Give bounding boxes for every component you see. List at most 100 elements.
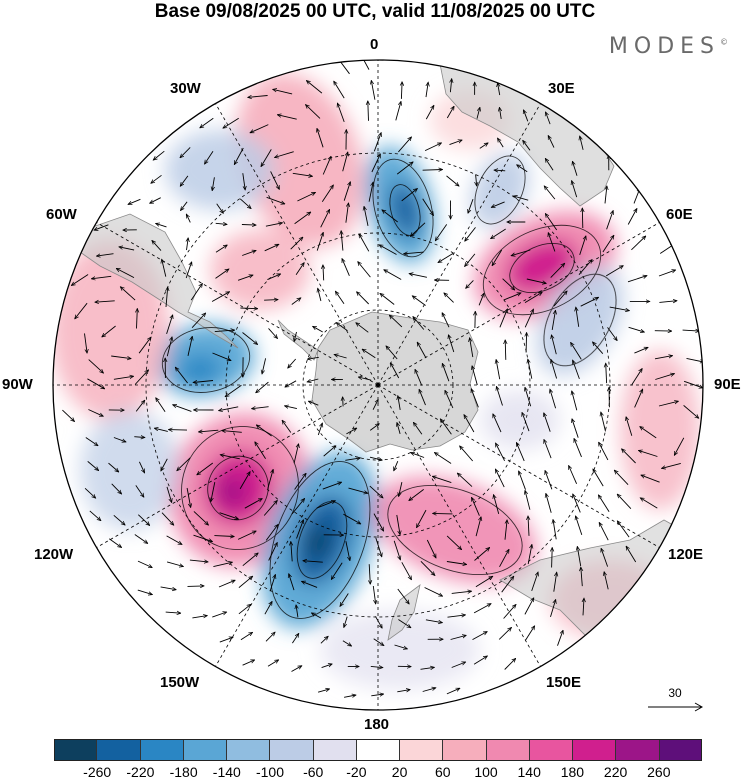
wind-arrow	[166, 337, 172, 357]
wind-arrow	[313, 326, 323, 333]
wind-arrow	[285, 380, 297, 387]
wind-arrow	[550, 389, 557, 409]
wind-arrow	[345, 541, 350, 561]
wind-arrow	[553, 291, 567, 307]
wind-arrow	[498, 138, 504, 148]
wind-arrow	[420, 560, 435, 575]
wind-arrow	[551, 310, 555, 330]
wind-arrow	[162, 259, 167, 277]
wind-arrow	[225, 384, 242, 397]
wind-arrow	[502, 278, 515, 290]
wind-arrow	[173, 405, 192, 412]
wind-arrow	[527, 544, 532, 565]
wind-arrow	[291, 542, 292, 562]
wind-arrow	[422, 170, 443, 171]
colorbar-tick-label: -220	[126, 764, 155, 780]
wind-arrow	[334, 81, 345, 99]
wind-arrow	[343, 513, 360, 524]
wind-arrow	[239, 198, 251, 209]
wind-arrow	[424, 142, 441, 152]
wind-arrow	[212, 352, 232, 361]
wind-arrow	[496, 443, 506, 462]
anomaly-blob	[620, 350, 700, 510]
wind-arrow	[472, 366, 478, 386]
wind-arrow	[267, 274, 280, 281]
anomaly-blob	[218, 478, 246, 506]
wind-arrow	[398, 619, 411, 628]
wind-arrow	[334, 355, 347, 359]
reference-vector: 30	[646, 686, 704, 716]
wind-arrow	[375, 616, 382, 628]
wind-arrow	[371, 154, 381, 173]
wind-arrow	[601, 412, 606, 432]
wind-arrow	[545, 158, 554, 171]
wind-arrow	[317, 128, 324, 148]
lon-label-90w: 90W	[2, 376, 33, 393]
anomaly-blob	[165, 130, 275, 210]
wind-arrow	[89, 510, 101, 521]
wind-arrow	[444, 390, 454, 409]
wind-arrow	[593, 469, 604, 487]
wind-arrow	[263, 500, 277, 516]
wind-arrow	[449, 140, 463, 146]
wind-arrow	[240, 632, 253, 641]
wind-arrow	[634, 347, 648, 354]
colorbar-tick-label: 260	[647, 764, 671, 780]
wind-arrow	[238, 576, 253, 588]
wind-arrow	[599, 442, 609, 461]
wind-arrow	[95, 301, 115, 302]
wind-arrow	[626, 417, 633, 436]
wind-arrow	[320, 636, 328, 644]
wind-arrow	[71, 274, 89, 286]
wind-arrow	[307, 357, 319, 359]
wind-arrow	[658, 270, 676, 277]
wind-arrow	[151, 174, 162, 183]
wind-arrow	[580, 136, 584, 150]
wind-arrow	[88, 409, 103, 417]
wind-arrow	[384, 270, 402, 280]
wind-arrow	[180, 147, 191, 157]
wind-arrow	[237, 530, 256, 540]
wind-arrow	[552, 548, 553, 568]
wind-arrow	[525, 490, 531, 510]
wind-arrow	[496, 360, 501, 380]
wind-arrow	[219, 512, 239, 519]
wind-arrow	[641, 475, 660, 483]
wind-arrow	[494, 469, 505, 488]
wind-arrow	[187, 238, 189, 251]
wind-arrow	[212, 612, 226, 618]
wind-arrow	[417, 509, 427, 528]
wind-arrow	[215, 245, 227, 253]
lon-label-60e: 60E	[666, 206, 693, 223]
wind-arrow	[446, 175, 460, 186]
wind-arrow	[166, 486, 172, 503]
wind-arrow	[138, 461, 146, 473]
wind-arrow	[505, 340, 506, 360]
wind-vectors	[62, 60, 703, 697]
wind-arrow	[573, 494, 581, 513]
wind-arrow	[214, 536, 234, 537]
wind-arrow	[557, 630, 564, 646]
wind-arrow	[360, 60, 370, 70]
wind-arrow	[674, 437, 685, 456]
lon-label-30e: 30E	[548, 80, 575, 97]
wind-arrow	[358, 377, 372, 381]
meridian-line	[96, 222, 379, 386]
wind-arrow	[166, 315, 173, 335]
lon-label-90e: 90E	[714, 376, 741, 393]
wind-arrow	[370, 666, 383, 667]
wind-arrow	[242, 332, 258, 345]
wind-arrow	[372, 399, 379, 410]
wind-arrow	[503, 293, 521, 301]
wind-arrow	[550, 600, 556, 618]
wind-arrow	[622, 449, 636, 464]
wind-arrow	[435, 224, 448, 240]
anomaly-blob	[80, 410, 180, 530]
wind-arrow	[422, 198, 434, 216]
wind-arrow	[451, 662, 466, 668]
wind-arrow	[397, 423, 401, 435]
anomaly-blob	[389, 182, 421, 238]
wind-arrow	[606, 211, 614, 230]
wind-arrow	[190, 284, 202, 301]
wind-arrow	[153, 150, 165, 160]
